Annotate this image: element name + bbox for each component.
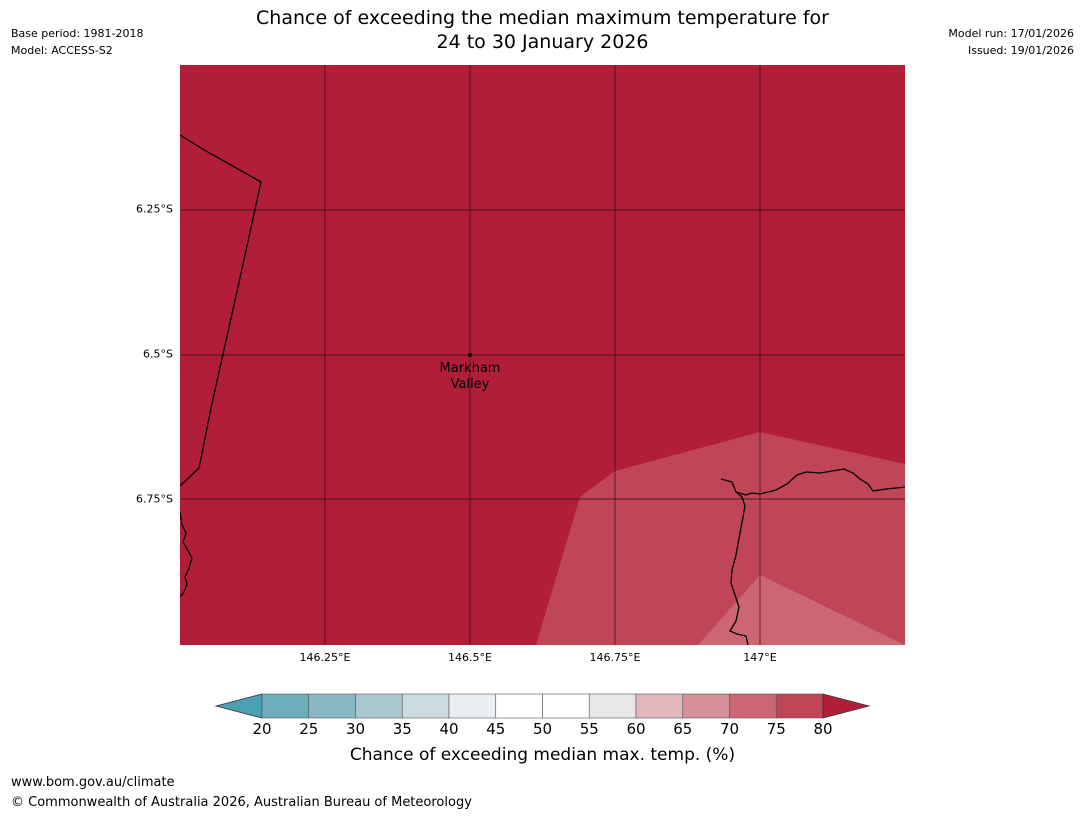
river-tributary [735,468,905,496]
colorbar-segment [401,693,450,719]
colorbar-graphic [214,693,871,719]
lon-label-147: 147°E [743,651,777,664]
place-label-line1: Markham [440,361,501,376]
place-marker [468,353,472,357]
lat-label-6-75: 6.75°S [136,492,173,506]
colorbar-tick-label: 60 [626,720,646,738]
colorbar-arrow-high [822,693,871,719]
boundary-lines [180,134,905,645]
colorbar-segment [588,693,637,719]
lat-label-6-5: 6.5°S [143,347,173,361]
lat-label-6-25: 6.25°S [136,202,173,216]
colorbar-tick-label: 35 [392,720,412,738]
colorbar-tick-label: 75 [766,720,786,738]
colorbar-segment [355,693,403,719]
map-title: Chance of exceeding the median maximum t… [180,6,905,54]
colorbar-title: Chance of exceeding median max. temp. (%… [349,745,736,765]
colorbar-segment [635,693,684,719]
colorbar-arrow-low [214,693,263,719]
colorbar-segment [495,693,543,719]
river-line-east [720,478,749,645]
metadata-left: Base period: 1981-2018 Model: ACCESS-S2 [11,25,143,59]
colorbar-tick-label: 25 [299,720,319,738]
colorbar-tick-label: 70 [719,720,740,738]
colorbar-tick-label: 20 [252,720,272,738]
colorbar-tick-label: 50 [532,720,553,738]
colorbar-tick-label: 65 [673,720,693,738]
metadata-right: Model run: 17/01/2026 Issued: 19/01/2026 [948,25,1074,59]
colorbar-tick-label: 40 [439,720,459,738]
colorbar-segment [308,693,356,719]
title-line-1: Chance of exceeding the median maximum t… [256,7,829,29]
map-panel: Markham Valley [180,65,905,645]
colorbar-segment [775,693,824,719]
place-label-line2: Valley [451,377,490,392]
issued-text: Issued: 19/01/2026 [967,44,1074,57]
colorbar-segment [542,693,590,719]
map-canvas: Markham Valley [180,65,905,645]
probability-65-70-area [698,575,905,645]
lon-label-146-25: 146.25°E [299,651,351,664]
colorbar-segment [682,693,730,719]
colorbar-tick-label: 55 [579,720,599,738]
model-run-text: Model run: 17/01/2026 [948,27,1074,40]
coastline-west [180,511,193,598]
website-link[interactable]: www.bom.gov.au/climate [11,775,175,790]
probability-70-75-area [536,432,905,645]
lon-label-146-75: 146.75°E [589,651,641,664]
model-text: Model: ACCESS-S2 [11,44,113,57]
base-period-text: Base period: 1981-2018 [11,27,144,40]
colorbar-tick-label: 30 [345,720,366,738]
border-line-west [180,134,262,487]
title-line-2: 24 to 30 January 2026 [436,31,649,53]
copyright-text: © Commonwealth of Australia 2026, Austra… [11,795,472,810]
colorbar-tick-label: 45 [486,720,506,738]
colorbar-segment [729,693,777,719]
lon-label-146-5: 146.5°E [448,651,492,664]
graticule [180,65,905,645]
colorbar-tick-label: 80 [813,720,833,738]
colorbar-segment [448,693,497,719]
colorbar-segment [261,693,310,719]
colorbar [210,690,875,724]
